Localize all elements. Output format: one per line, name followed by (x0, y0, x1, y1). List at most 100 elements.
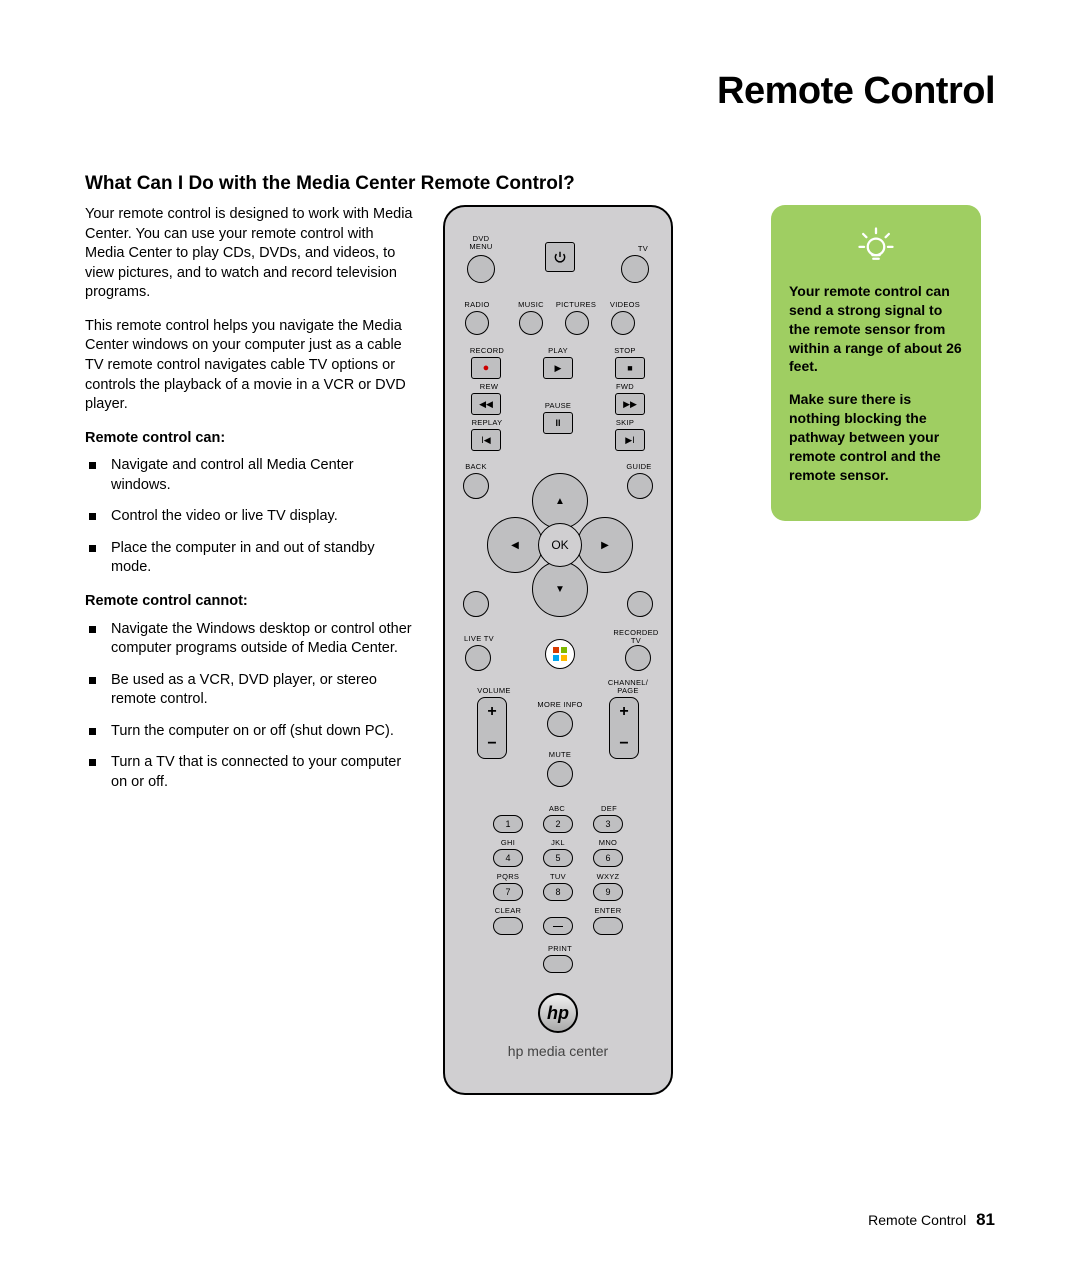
key-5: 5 (543, 849, 573, 867)
radio-label: RADIO (461, 301, 493, 309)
footer-label: Remote Control (868, 1212, 966, 1228)
windows-button (545, 639, 575, 669)
mute-button (547, 761, 573, 787)
key-1: 1 (493, 815, 523, 833)
livetv-label: LIVE TV (461, 635, 497, 643)
enter-button (593, 917, 623, 935)
list-item: Turn a TV that is connected to your comp… (107, 753, 415, 792)
replay-button: I◀ (471, 429, 501, 451)
jkl-label: JKL (547, 839, 569, 847)
tip-text-2: Make sure there is nothing blocking the … (789, 390, 963, 484)
back-button (463, 473, 489, 499)
list-item: Be used as a VCR, DVD player, or stereo … (107, 671, 415, 710)
music-button (519, 311, 543, 335)
key-3: 3 (593, 815, 623, 833)
pause-button: II (543, 412, 573, 434)
tv-label: TV (633, 245, 653, 253)
page-footer: Remote Control 81 (868, 1210, 995, 1230)
intro-paragraph-1: Your remote control is designed to work … (85, 205, 415, 303)
record-label: RECORD (467, 347, 507, 355)
moreinfo-label: MORE INFO (535, 701, 585, 709)
livetv-button (465, 645, 491, 671)
clear-label: CLEAR (491, 907, 525, 915)
remote-illustration: DVD MENU TV RADIO MUSIC PICTURES VIDEOS … (443, 205, 673, 1095)
dvd-menu-button (467, 255, 495, 283)
abc-label: ABC (545, 805, 569, 813)
corner-button-bl (463, 591, 489, 617)
list-item: Navigate and control all Media Center wi… (107, 456, 415, 495)
key-2: 2 (543, 815, 573, 833)
play-label: PLAY (543, 347, 573, 355)
tip-text-1: Your remote control can send a strong si… (789, 282, 963, 376)
music-label: MUSIC (515, 301, 547, 309)
mno-label: MNO (595, 839, 621, 847)
ghi-label: GHI (497, 839, 519, 847)
volume-label: VOLUME (473, 687, 515, 695)
page-number: 81 (976, 1210, 995, 1229)
key-4: 4 (493, 849, 523, 867)
dvd-menu-label: DVD MENU (463, 235, 499, 250)
power-button (545, 242, 575, 272)
mute-label: MUTE (545, 751, 575, 759)
moreinfo-button (547, 711, 573, 737)
list-item: Control the video or live TV display. (107, 507, 415, 527)
clear-button (493, 917, 523, 935)
play-button: ▶ (543, 357, 573, 379)
dpad-right: ▶ (577, 517, 633, 573)
radio-button (465, 311, 489, 335)
dpad-up: ▲ (532, 473, 588, 529)
key-8: 8 (543, 883, 573, 901)
videos-button (611, 311, 635, 335)
fwd-button: ▶▶ (615, 393, 645, 415)
volume-rocker: +− (477, 697, 507, 759)
print-label: PRINT (545, 945, 575, 953)
dpad-down: ▼ (532, 561, 588, 617)
can-heading: Remote control can: (85, 429, 415, 449)
def-label: DEF (597, 805, 621, 813)
skip-label: SKIP (610, 419, 640, 427)
key-0 (543, 917, 573, 935)
stop-button: ■ (615, 357, 645, 379)
replay-label: REPLAY (467, 419, 507, 427)
tv-button (621, 255, 649, 283)
list-item: Place the computer in and out of standby… (107, 539, 415, 578)
enter-label: ENTER (591, 907, 625, 915)
skip-button: ▶I (615, 429, 645, 451)
rew-button: ◀◀ (471, 393, 501, 415)
pqrs-label: PQRS (493, 873, 523, 881)
key-9: 9 (593, 883, 623, 901)
section-heading: What Can I Do with the Media Center Remo… (85, 173, 995, 195)
pictures-label: PICTURES (555, 301, 597, 309)
key-6: 6 (593, 849, 623, 867)
recorded-tv-label: RECORDED TV (611, 629, 661, 644)
channel-rocker: +− (609, 697, 639, 759)
hp-logo-icon: hp (538, 993, 578, 1033)
channel-label: CHANNEL/ PAGE (603, 679, 653, 694)
lightbulb-icon (789, 223, 963, 272)
dpad-left: ◀ (487, 517, 543, 573)
stop-label: STOP (610, 347, 640, 355)
guide-button (627, 473, 653, 499)
intro-paragraph-2: This remote control helps you navigate t… (85, 317, 415, 415)
guide-label: GUIDE (623, 463, 655, 471)
key-7: 7 (493, 883, 523, 901)
recorded-tv-button (625, 645, 651, 671)
fwd-label: FWD (610, 383, 640, 391)
wxyz-label: WXYZ (591, 873, 625, 881)
body-text-column: Your remote control is designed to work … (85, 205, 415, 807)
list-item: Navigate the Windows desktop or control … (107, 620, 415, 659)
record-button: ● (471, 357, 501, 379)
brand-label: hp media center (445, 1043, 671, 1059)
rew-label: REW (475, 383, 503, 391)
cannot-heading: Remote control cannot: (85, 592, 415, 612)
corner-button-br (627, 591, 653, 617)
back-label: BACK (461, 463, 491, 471)
tip-callout: Your remote control can send a strong si… (771, 205, 981, 521)
pause-label: PAUSE (541, 402, 575, 410)
print-button (543, 955, 573, 973)
ok-button: OK (538, 523, 582, 567)
list-item: Turn the computer on or off (shut down P… (107, 722, 415, 742)
videos-label: VIDEOS (607, 301, 643, 309)
tuv-label: TUV (545, 873, 571, 881)
pictures-button (565, 311, 589, 335)
